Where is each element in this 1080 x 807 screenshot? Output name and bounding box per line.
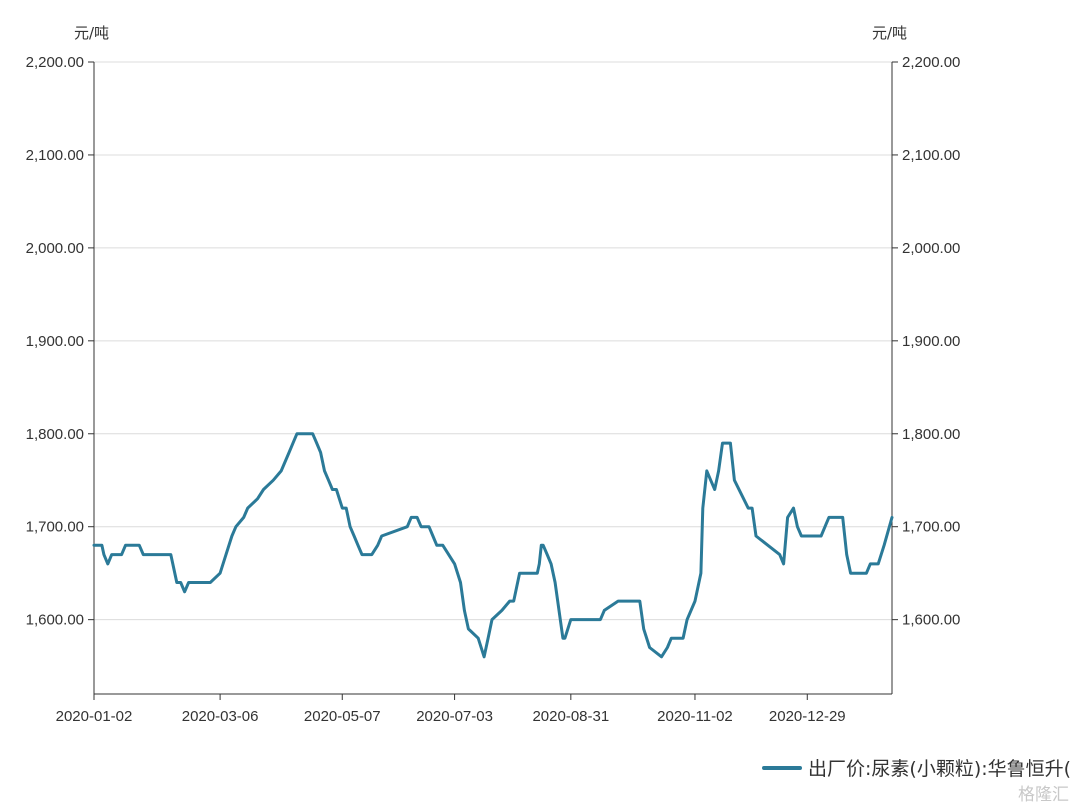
- left-axis-unit: 元/吨: [74, 24, 109, 42]
- x-tick-label: 2020-11-02: [657, 708, 733, 725]
- right-y-tick-label: 2,000.00: [902, 240, 960, 257]
- right-y-ticks: 1,600.00 1,700.00 1,800.00 1,900.00 2,000.00…: [892, 54, 960, 629]
- left-y-tick-label: 2,100.00: [26, 147, 84, 164]
- right-y-tick-label: 1,600.00: [902, 612, 960, 629]
- axes: [93, 62, 893, 695]
- x-tick-label: 2020-05-07: [304, 708, 381, 725]
- right-axis-unit: 元/吨: [872, 24, 907, 42]
- left-y-ticks: 1,600.00 1,700.00 1,800.00 1,900.00 2,000.00…: [26, 54, 94, 629]
- left-y-tick-label: 1,600.00: [26, 612, 84, 629]
- left-y-tick-label: 1,800.00: [26, 426, 84, 443]
- x-tick-label: 2020-12-29: [769, 708, 846, 725]
- series-line[interactable]: [92, 432, 894, 659]
- left-y-tick-label: 2,000.00: [26, 240, 84, 257]
- series-group: [92, 432, 894, 659]
- watermark: 格隆汇: [1018, 785, 1069, 805]
- legend[interactable]: 出厂价:尿素(小颗粒):华鲁恒升(: [762, 758, 1071, 780]
- x-tick-label: 2020-07-03: [416, 708, 493, 725]
- gridlines: [94, 61, 892, 621]
- right-y-tick-label: 2,200.00: [902, 54, 960, 71]
- right-y-tick-label: 1,800.00: [902, 426, 960, 443]
- right-y-tick-label: 1,700.00: [902, 519, 960, 536]
- x-ticks: 2020-01-02 2020-03-06 2020-05-07 2020-07-03…: [56, 694, 846, 725]
- right-y-tick-label: 2,100.00: [902, 147, 960, 164]
- legend-label[interactable]: 出厂价:尿素(小颗粒):华鲁恒升(: [808, 758, 1071, 780]
- x-tick-label: 2020-08-31: [532, 708, 609, 725]
- x-tick-label: 2020-03-06: [182, 708, 259, 725]
- left-y-tick-label: 2,200.00: [26, 54, 84, 71]
- right-y-tick-label: 1,900.00: [902, 333, 960, 350]
- left-y-tick-label: 1,700.00: [26, 519, 84, 536]
- x-tick-label: 2020-01-02: [56, 708, 133, 725]
- left-y-tick-label: 1,900.00: [26, 333, 84, 350]
